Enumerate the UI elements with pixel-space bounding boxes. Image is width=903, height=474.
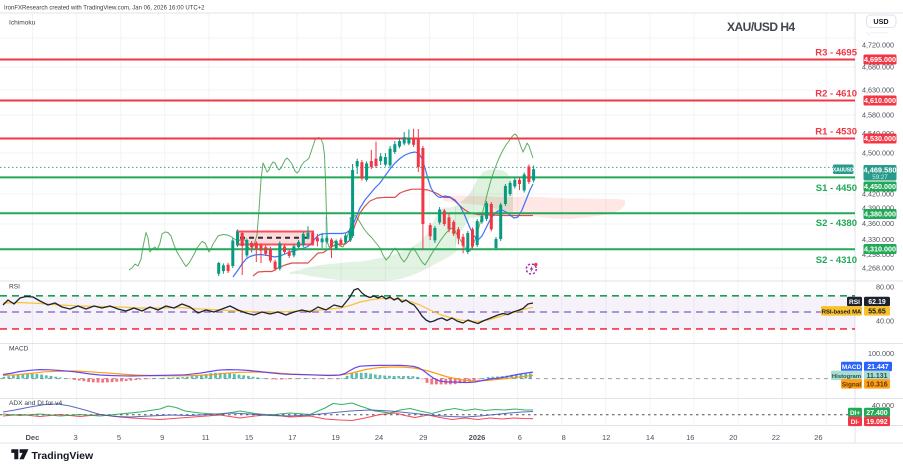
svg-text:12: 12 [602,433,610,442]
svg-text:40.00: 40.00 [876,317,894,326]
svg-text:DI-: DI- [851,419,860,426]
svg-text:S2 - 4380: S2 - 4380 [816,218,857,229]
svg-text:4,450.000: 4,450.000 [864,182,896,191]
svg-text:80.00: 80.00 [876,283,894,292]
svg-text:RSI: RSI [849,299,860,306]
svg-text:9: 9 [160,433,164,442]
svg-text:4,720.000: 4,720.000 [862,41,894,50]
svg-text:MACD: MACD [842,364,862,371]
svg-text:11: 11 [202,433,210,442]
svg-text:15: 15 [245,433,253,442]
svg-text:27.400: 27.400 [866,410,888,417]
svg-text:19: 19 [332,433,340,442]
svg-text:MACD: MACD [9,346,29,353]
svg-text:4,610.000: 4,610.000 [864,96,896,105]
svg-text:4,469.580: 4,469.580 [864,165,897,174]
svg-text:16: 16 [686,433,694,442]
svg-text:USD: USD [873,17,888,26]
svg-text:4,580.000: 4,580.000 [862,111,894,120]
svg-text:59:27: 59:27 [872,174,888,181]
svg-text:IronFXResearch created with Tr: IronFXResearch created with TradingView.… [4,6,205,12]
svg-text:19.092: 19.092 [866,419,888,426]
svg-text:14: 14 [646,433,654,442]
svg-text:24: 24 [375,433,383,442]
svg-text:22: 22 [772,433,780,442]
svg-text:XAUUSD: XAUUSD [833,167,854,173]
svg-text:2026: 2026 [469,433,486,442]
svg-text:3: 3 [74,433,78,442]
svg-text:DI+: DI+ [850,410,860,417]
svg-text:4,268.000: 4,268.000 [862,264,894,273]
svg-text:R3 - 4695: R3 - 4695 [815,48,857,59]
svg-text:R1 - 4530: R1 - 4530 [815,127,857,138]
svg-text:RSI: RSI [9,284,20,291]
svg-text:4,380.000: 4,380.000 [864,210,896,219]
svg-text:·,·········: ·,········· [866,31,888,37]
svg-text:40.000: 40.000 [872,401,894,410]
svg-text:11.131: 11.131 [866,373,887,380]
svg-text:Ichimoku: Ichimoku [9,20,36,27]
svg-text:55.65: 55.65 [868,309,886,316]
svg-text:29: 29 [419,433,427,442]
svg-text:17: 17 [288,433,296,442]
svg-text:20: 20 [729,433,737,442]
svg-text:S2 - 4310: S2 - 4310 [816,255,857,266]
svg-text:S1 - 4450: S1 - 4450 [816,183,857,194]
svg-text:4,360.000: 4,360.000 [862,219,894,228]
svg-text:26: 26 [814,433,822,442]
svg-text:4,695.000: 4,695.000 [864,55,896,64]
svg-text:RSI-based MA: RSI-based MA [822,310,862,316]
svg-text:4,390.000: 4,390.000 [862,203,894,212]
svg-text:4,310.000: 4,310.000 [864,245,896,254]
svg-text:10.316: 10.316 [866,382,888,389]
svg-text:R2 - 4610: R2 - 4610 [815,89,857,100]
svg-text:8: 8 [562,433,566,442]
svg-text:100.000: 100.000 [868,349,894,358]
svg-text:21.447: 21.447 [867,364,889,371]
svg-text:Histogram: Histogram [832,374,861,380]
svg-text:XAU/USD H4: XAU/USD H4 [727,20,796,34]
svg-text:62.19: 62.19 [868,299,886,306]
svg-text:6: 6 [518,433,522,442]
svg-text:4,420.000: 4,420.000 [862,190,894,199]
svg-text:4,530.000: 4,530.000 [864,134,896,143]
svg-text:4,680.000: 4,680.000 [862,63,894,72]
svg-text:TradingView: TradingView [32,450,94,462]
svg-text:4,500.000: 4,500.000 [862,149,894,158]
svg-text:ADX and DI for v4: ADX and DI for v4 [9,400,62,407]
svg-text:4,298.000: 4,298.000 [862,250,894,259]
svg-text:5: 5 [117,433,121,442]
svg-text:Signal: Signal [842,382,861,389]
svg-text:4,630.000: 4,630.000 [862,86,894,95]
svg-text:Dec: Dec [26,433,40,442]
svg-text:4,330.000: 4,330.000 [862,235,894,244]
